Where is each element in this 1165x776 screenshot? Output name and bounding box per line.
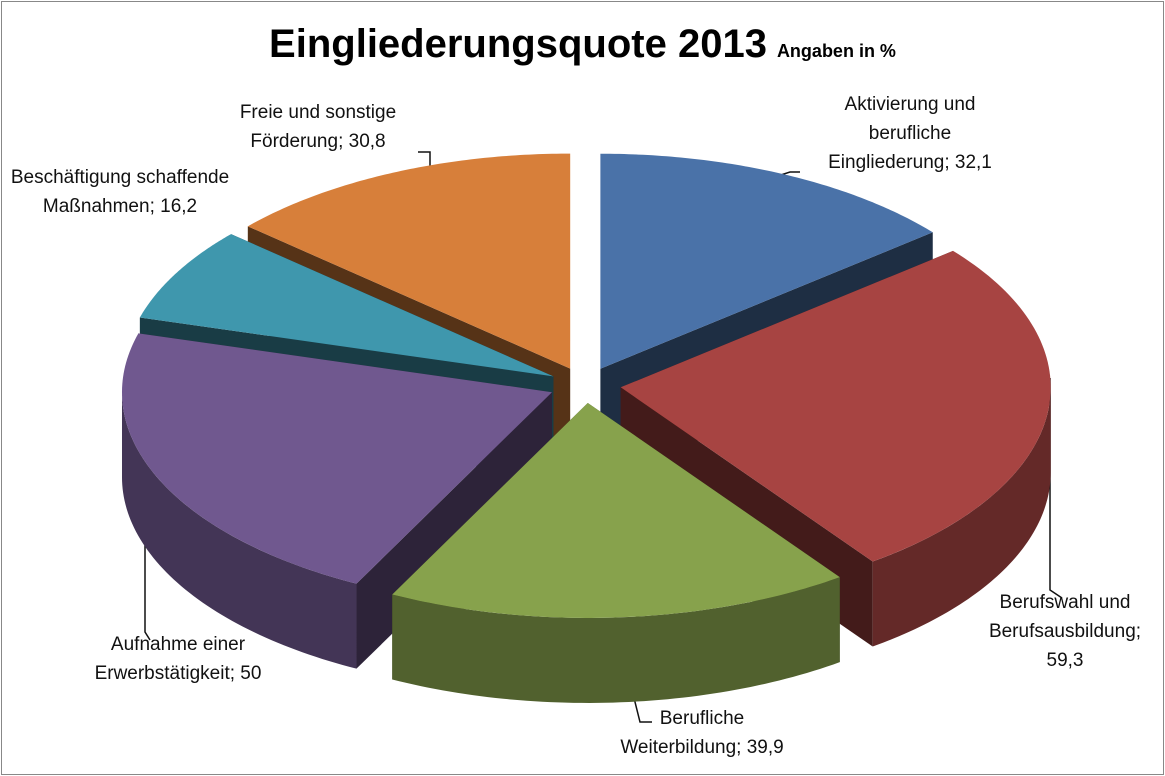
chart-subtitle: Angaben in % xyxy=(776,41,896,61)
slice xyxy=(247,153,571,369)
data-label: Aktivierung und berufliche Eingliederung… xyxy=(810,90,1010,177)
label-separator: ; xyxy=(944,152,955,173)
slice xyxy=(139,234,554,377)
slice xyxy=(121,333,552,584)
data-label: Aufnahme einer Erwerbstätigkeit; 50 xyxy=(68,630,288,688)
chart-title: Eingliederungsquote 2013 xyxy=(269,22,767,66)
title-block: Eingliederungsquote 2013 Angaben in % xyxy=(0,22,1165,67)
category-name: Berufliche Weiterbildung xyxy=(620,708,745,758)
value-label: 32,1 xyxy=(954,152,992,173)
label-separator: ; xyxy=(1135,621,1142,642)
slice xyxy=(392,402,840,618)
leader-line xyxy=(144,515,151,641)
leader-line xyxy=(1049,378,1063,599)
value-label: 59,3 xyxy=(1046,650,1084,671)
label-separator: ; xyxy=(229,663,241,684)
slice-wall xyxy=(392,577,840,703)
label-separator: ; xyxy=(149,196,161,217)
slice xyxy=(620,250,1051,562)
category-name: Beschäftigung schaffende Maßnahmen xyxy=(10,167,230,217)
data-label: Berufswahl und Berufsausbildung; 59,3 xyxy=(978,588,1153,675)
outer-walls xyxy=(121,387,1051,703)
category-name: Berufswahl und Berufsausbildung xyxy=(988,592,1136,642)
category-name: Aktivierung und berufliche Eingliederung xyxy=(828,94,976,173)
value-label: 39,9 xyxy=(746,737,784,758)
top-faces xyxy=(121,153,1051,618)
data-label: Freie und sonstige Förderung; 30,8 xyxy=(218,98,418,156)
label-separator: ; xyxy=(338,131,349,152)
value-label: 30,8 xyxy=(348,131,386,152)
value-label: 16,2 xyxy=(160,196,198,217)
data-label: Berufliche Weiterbildung; 39,9 xyxy=(597,704,807,762)
pie xyxy=(121,153,1051,703)
slice-wall xyxy=(121,392,357,669)
value-label: 50 xyxy=(240,663,262,684)
slice xyxy=(600,153,933,369)
category-name: Aufnahme einer Erwerbstätigkeit xyxy=(94,634,246,684)
data-label: Beschäftigung schaffende Maßnahmen; 16,2 xyxy=(10,163,230,221)
label-separator: ; xyxy=(736,737,747,758)
slice-wall xyxy=(872,387,1051,647)
category-name: Freie und sonstige Förderung xyxy=(239,102,397,152)
